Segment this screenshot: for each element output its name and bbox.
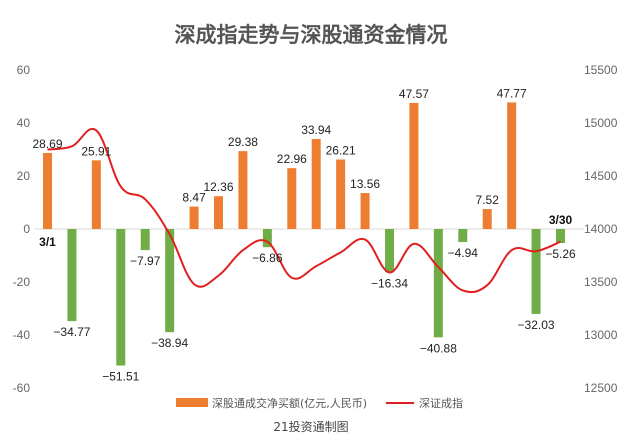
bar [116, 229, 126, 366]
bar [214, 196, 223, 229]
bar [482, 209, 492, 229]
bar-data-label: 26.21 [326, 144, 356, 158]
bar-data-label: −38.94 [151, 336, 188, 350]
bar [189, 206, 199, 229]
bar [409, 102, 419, 229]
left-axis: 60 40 20 0 -20 -40 -60 [13, 63, 31, 395]
bar-data-label: 29.38 [228, 135, 258, 149]
bar [385, 229, 394, 273]
bar-data-label: −4.94 [448, 246, 479, 260]
right-axis-tick: 15500 [584, 63, 618, 77]
bar-data-label: −7.97 [130, 254, 161, 268]
bar [262, 229, 272, 248]
left-axis-tick: 0 [23, 222, 30, 236]
left-axis-tick: 20 [17, 169, 31, 183]
bar [165, 229, 175, 333]
bar-series [43, 102, 565, 366]
bar [140, 229, 150, 251]
bar-data-label: −51.51 [102, 370, 139, 384]
right-axis-tick: 15000 [584, 116, 618, 130]
left-axis-tick: -20 [13, 275, 31, 289]
right-axis-tick: 13000 [584, 328, 618, 342]
bar-data-label: −34.77 [53, 325, 90, 339]
legend: 深股通成交净买额(亿元,人民币) 深证成指 [176, 396, 463, 410]
bar [287, 168, 297, 229]
date-label-end: 3/30 [549, 213, 573, 227]
bar-data-label: 25.91 [81, 144, 111, 158]
bar-data-label: 13.56 [350, 177, 380, 191]
bar [67, 229, 77, 322]
date-labels: 3/1 3/30 [39, 213, 572, 249]
bar [43, 152, 52, 229]
bar-data-label: 12.36 [203, 180, 233, 194]
index-line [47, 127, 561, 294]
bar [311, 139, 321, 229]
bar-data-label: 47.57 [399, 87, 429, 101]
bar-data-label: 28.69 [32, 137, 62, 151]
left-axis-tick: -40 [13, 328, 31, 342]
source-credit: 21投资通制图 [273, 419, 348, 434]
chart-title: 深成指走势与深股通资金情况 [175, 22, 448, 47]
bar-data-label: 33.94 [301, 123, 331, 137]
bar-data-label: −6.86 [252, 251, 283, 265]
date-label-start: 3/1 [39, 235, 56, 249]
bar-data-label: 22.96 [277, 152, 307, 166]
bar-data-labels: 28.69 −34.77 25.91 −51.51 −7.97 −38.94 8.4712.… [32, 86, 576, 383]
bar-data-label: −16.34 [371, 276, 408, 290]
bar-data-label: −32.03 [518, 318, 555, 332]
legend-bar-swatch [176, 398, 208, 407]
bar-data-label: 8.47 [182, 191, 206, 205]
legend-bar-label: 深股通成交净买额(亿元,人民币) [212, 396, 367, 410]
bar [336, 159, 346, 229]
bar [531, 229, 541, 314]
bar [556, 229, 565, 243]
bar-data-label: −40.88 [420, 341, 457, 355]
right-axis-tick: 14500 [584, 169, 618, 183]
bar [91, 160, 101, 229]
bar-data-label: 47.77 [497, 86, 527, 100]
bar-data-label: −5.26 [545, 247, 576, 261]
right-axis: 15500 15000 14500 14000 13500 13000 12500 [584, 63, 618, 395]
right-axis-tick: 12500 [584, 381, 618, 395]
bar-data-label: 7.52 [476, 193, 500, 207]
bar [433, 229, 443, 338]
bar [507, 102, 517, 229]
bar [360, 193, 370, 229]
right-axis-tick: 14000 [584, 222, 618, 236]
legend-line-label: 深证成指 [419, 396, 463, 410]
left-axis-tick: 60 [17, 63, 31, 77]
bar [238, 151, 248, 229]
right-axis-tick: 13500 [584, 275, 618, 289]
left-axis-tick: 40 [17, 116, 31, 130]
left-axis-tick: -60 [13, 381, 31, 395]
bar [458, 229, 468, 243]
